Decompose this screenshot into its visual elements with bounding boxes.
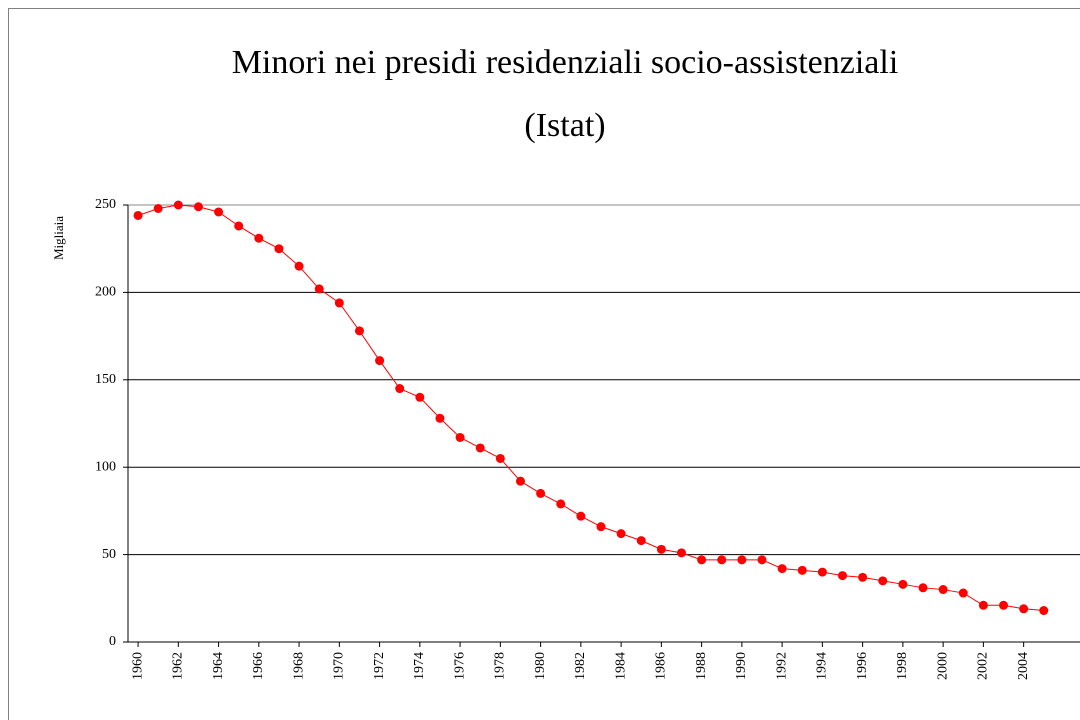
x-tick-label: 1982 [573, 652, 588, 680]
data-point [1039, 606, 1049, 616]
data-point [375, 356, 385, 366]
x-tick-label: 1962 [171, 652, 186, 680]
x-tick-label: 1974 [412, 652, 427, 680]
data-point [536, 488, 546, 498]
data-point [294, 261, 304, 271]
data-point [556, 499, 566, 509]
data-point [495, 453, 505, 463]
data-point [777, 564, 787, 574]
x-tick-label: 1968 [291, 652, 306, 680]
x-tick-label: 1980 [533, 652, 548, 680]
data-point [999, 600, 1009, 610]
data-point [757, 555, 767, 565]
data-point [616, 529, 626, 539]
data-point [918, 583, 928, 593]
x-tick-label: 1988 [694, 652, 709, 680]
data-point [596, 522, 606, 532]
data-point [515, 476, 525, 486]
data-point [193, 202, 203, 212]
data-point [898, 579, 908, 589]
data-point [173, 200, 183, 210]
data-point [697, 555, 707, 565]
data-point [737, 555, 747, 565]
x-tick-label: 1978 [493, 652, 508, 680]
data-point [133, 210, 143, 220]
x-tick-label: 1966 [251, 652, 266, 680]
data-point [153, 203, 163, 213]
data-point [958, 588, 968, 598]
data-point [415, 392, 425, 402]
data-point [978, 600, 988, 610]
x-tick-label: 1992 [774, 652, 789, 680]
x-tick-label: 1972 [372, 652, 387, 680]
x-tick-label: 1994 [815, 652, 830, 680]
x-tick-label: 1970 [332, 652, 347, 680]
y-tick-label: 50 [102, 547, 116, 562]
data-point [838, 571, 848, 581]
y-tick-label: 0 [109, 634, 116, 649]
data-point [314, 284, 324, 294]
x-tick-label: 1960 [130, 652, 145, 680]
data-point [878, 576, 888, 586]
data-point [475, 443, 485, 453]
data-point [717, 555, 727, 565]
x-tick-label: 1964 [211, 652, 226, 680]
data-point [676, 548, 686, 558]
data-point [334, 298, 344, 308]
x-tick-label: 1984 [613, 652, 628, 680]
x-tick-label: 1986 [654, 652, 669, 680]
data-point [858, 572, 868, 582]
data-point [354, 326, 364, 336]
x-tick-label: 1990 [734, 652, 749, 680]
y-tick-label: 100 [95, 459, 116, 474]
chart-title: Minori nei presidi residenziali socio-as… [232, 44, 899, 81]
data-point [395, 384, 405, 394]
data-point [254, 233, 264, 243]
y-axis-label: Migliaia [51, 216, 66, 260]
data-point [455, 432, 465, 442]
chart-frame [8, 8, 1080, 720]
data-point [576, 511, 586, 521]
x-tick-label: 1996 [855, 652, 870, 680]
y-tick-label: 150 [95, 372, 116, 387]
data-point [636, 536, 646, 546]
data-point [797, 565, 807, 575]
x-tick-label: 1998 [895, 652, 910, 680]
data-point [656, 544, 666, 554]
y-tick-label: 200 [95, 285, 116, 300]
data-point [938, 585, 948, 595]
y-tick-label: 250 [95, 197, 116, 212]
data-point [435, 413, 445, 423]
data-point [234, 221, 244, 231]
x-tick-label: 1976 [452, 652, 467, 680]
x-tick-label: 2000 [935, 652, 950, 680]
chart-title: (Istat) [524, 107, 605, 144]
x-tick-label: 2002 [976, 652, 991, 680]
data-point [274, 244, 284, 254]
data-point [214, 207, 224, 217]
data-point [1019, 604, 1029, 614]
data-point [817, 567, 827, 577]
x-tick-label: 2004 [1016, 652, 1031, 680]
series-line [137, 204, 1044, 612]
